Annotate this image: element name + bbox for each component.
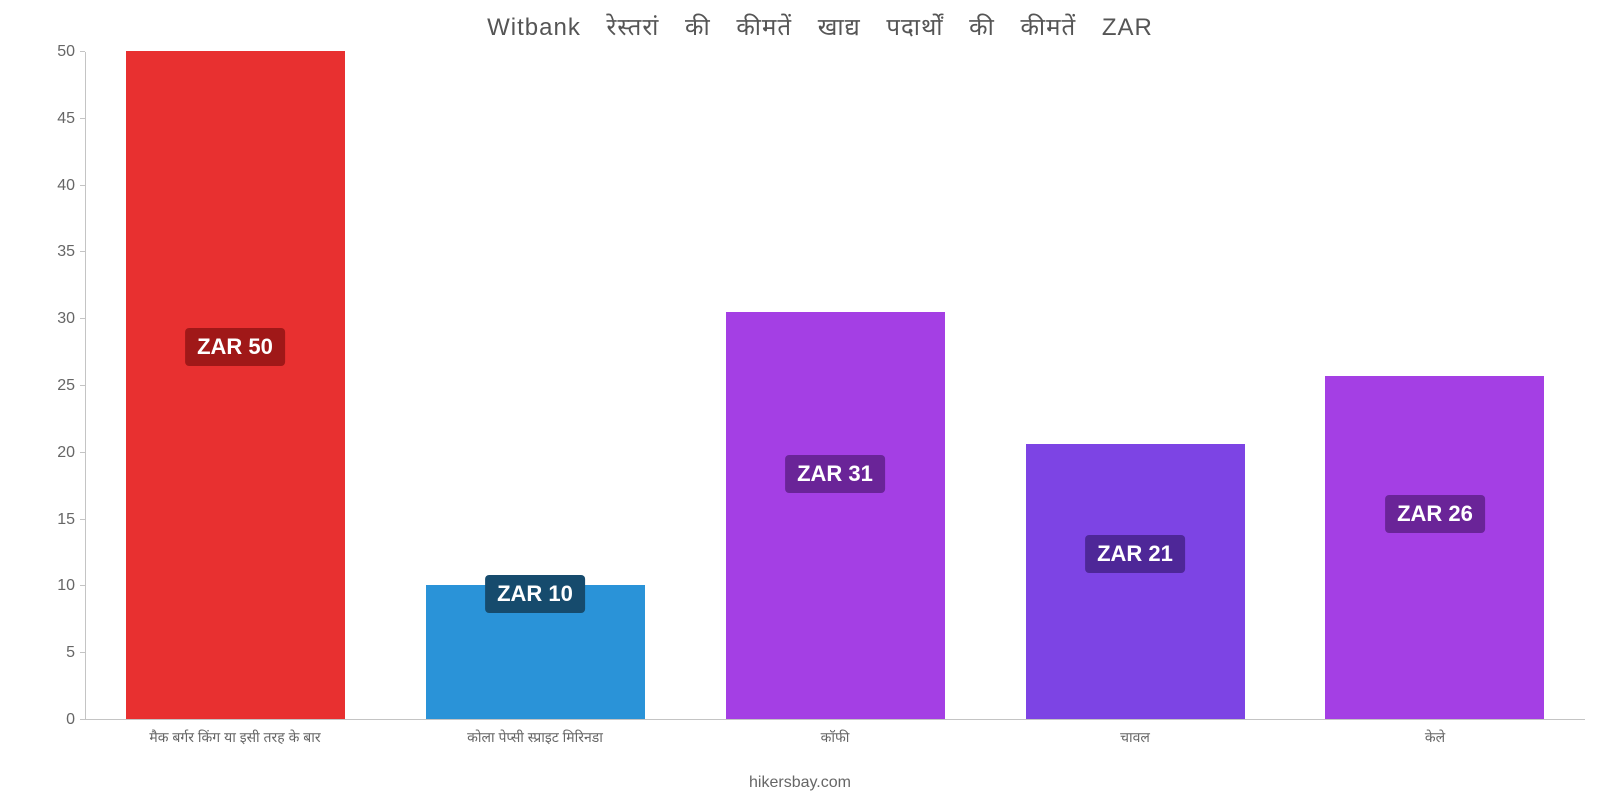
x-tick-label: मैक बर्गर किंग या इसी तरह के बार bbox=[149, 720, 320, 747]
x-tick-label: चावल bbox=[1120, 720, 1150, 747]
y-axis-line bbox=[85, 52, 86, 720]
bar bbox=[726, 312, 945, 719]
y-tick-label: 10 bbox=[57, 577, 85, 595]
bar-value-badge: ZAR 31 bbox=[785, 455, 885, 493]
x-tick-label: कॉफी bbox=[821, 720, 850, 747]
y-tick-label: 40 bbox=[57, 177, 85, 195]
y-tick-label: 35 bbox=[57, 243, 85, 261]
y-tick-label: 30 bbox=[57, 310, 85, 328]
bar-value-badge: ZAR 26 bbox=[1385, 495, 1485, 533]
x-tick-label: कोला पेप्सी स्प्राइट मिरिनडा bbox=[467, 720, 603, 747]
y-tick-label: 20 bbox=[57, 444, 85, 462]
attribution-text: hikersbay.com bbox=[0, 774, 1600, 792]
bar-value-badge: ZAR 50 bbox=[185, 328, 285, 366]
x-tick-label: केले bbox=[1425, 720, 1445, 747]
y-tick-label: 25 bbox=[57, 377, 85, 395]
chart-container: Witbank रेस्तरां की कीमतें खाद्य पदार्थो… bbox=[55, 10, 1585, 750]
y-tick-label: 45 bbox=[57, 110, 85, 128]
bar bbox=[126, 51, 345, 719]
bar bbox=[1026, 444, 1245, 719]
bar bbox=[1325, 376, 1544, 719]
chart-title: Witbank रेस्तरां की कीमतें खाद्य पदार्थो… bbox=[55, 10, 1585, 51]
y-tick-label: 0 bbox=[66, 711, 85, 729]
bar-value-badge: ZAR 21 bbox=[1085, 535, 1185, 573]
bar-value-badge: ZAR 10 bbox=[485, 575, 585, 613]
plot-area: 05101520253035404550ZAR 50मैक बर्गर किंग… bbox=[85, 52, 1585, 720]
y-tick-label: 15 bbox=[57, 511, 85, 529]
y-tick-label: 50 bbox=[57, 43, 85, 61]
y-tick-label: 5 bbox=[66, 644, 85, 662]
